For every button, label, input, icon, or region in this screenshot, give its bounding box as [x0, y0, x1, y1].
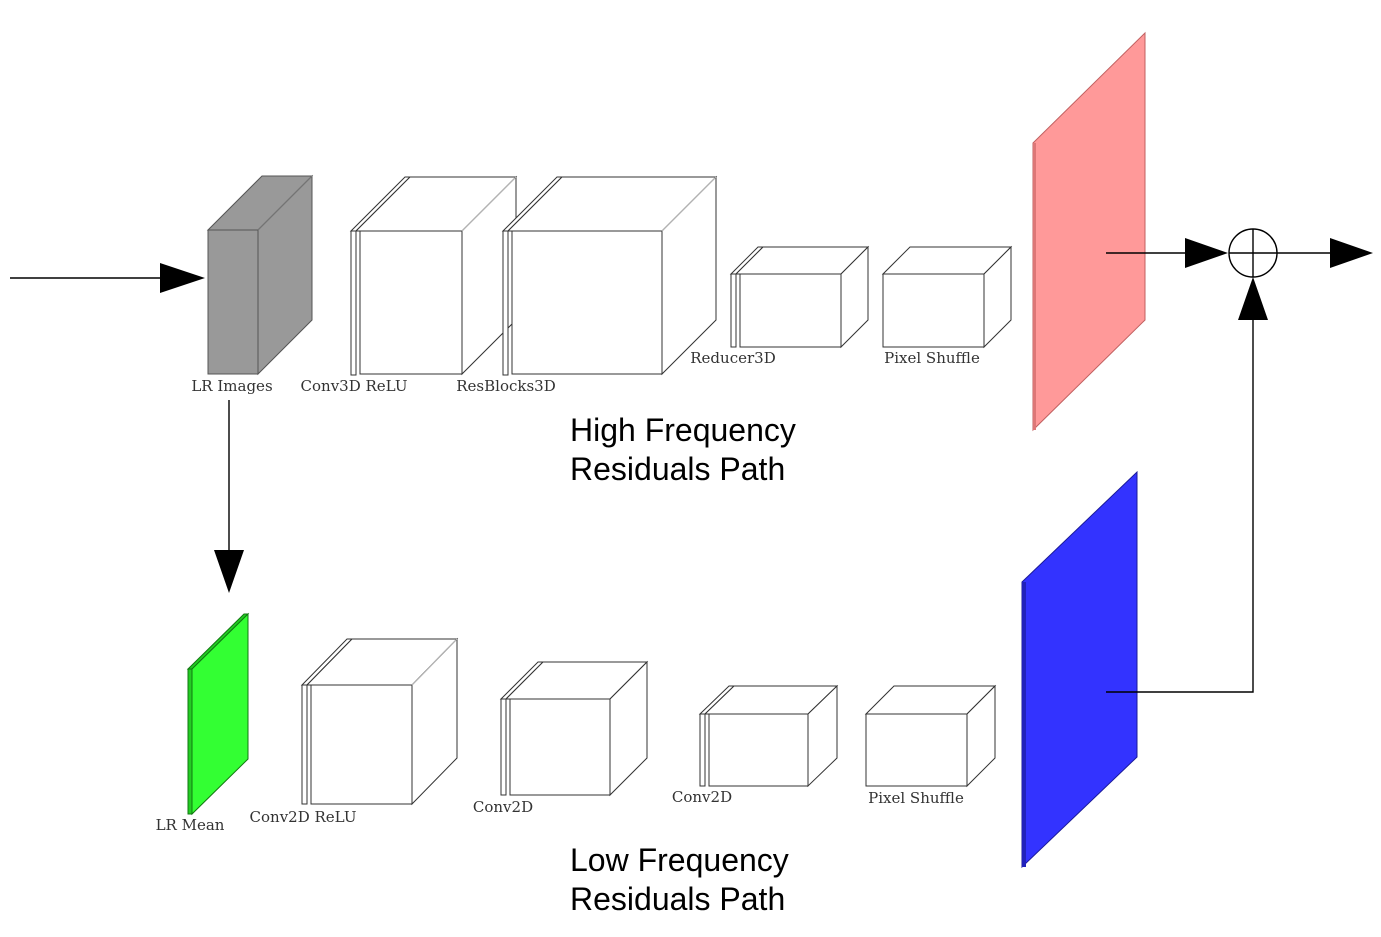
- low-frequency-output-plane: [1021, 470, 1138, 869]
- low-to-sum-arrow: [1106, 277, 1268, 693]
- low-frequency-title-line2: Residuals Path: [570, 881, 785, 917]
- reducer3d-block: [729, 245, 870, 349]
- high-to-sum-arrow: [1106, 238, 1228, 268]
- conv2d-relu-label: Conv2D ReLU: [250, 808, 357, 826]
- output-arrow: [1277, 238, 1373, 268]
- lr-images-label: LR Images: [191, 377, 272, 395]
- resblocks3d-label: ResBlocks3D: [456, 377, 555, 395]
- high-frequency-title-line2: Residuals Path: [570, 451, 785, 487]
- conv2d-b-label: Conv2D: [672, 788, 732, 806]
- pixel-shuffle-top-block: [881, 245, 1013, 349]
- pixel-shuffle-bottom-block: [864, 684, 997, 788]
- conv2d-b-block: [698, 684, 839, 788]
- low-frequency-title-line1: Low Frequency: [570, 842, 789, 878]
- reducer3d-label: Reducer3D: [690, 349, 775, 367]
- pixel-shuffle-top-label: Pixel Shuffle: [884, 349, 980, 367]
- lr-mean-block: [186, 612, 250, 816]
- high-frequency-output-plane: [1032, 31, 1146, 432]
- conv2d-relu-block: [300, 637, 459, 806]
- pixel-shuffle-bottom-label: Pixel Shuffle: [868, 789, 964, 807]
- input-arrow: [10, 263, 205, 293]
- conv3d-relu-label: Conv3D ReLU: [301, 377, 408, 395]
- images-to-mean-arrow: [214, 400, 244, 593]
- high-frequency-title-line1: High Frequency: [570, 412, 796, 448]
- conv2d-a-label: Conv2D: [473, 798, 533, 816]
- circled-plus-icon: [1228, 228, 1278, 278]
- lr-images-block: [206, 174, 314, 376]
- resblocks3d-block: [501, 175, 718, 376]
- conv3d-relu-block: [349, 175, 518, 376]
- lr-mean-label: LR Mean: [156, 816, 225, 834]
- conv2d-a-block: [499, 660, 649, 797]
